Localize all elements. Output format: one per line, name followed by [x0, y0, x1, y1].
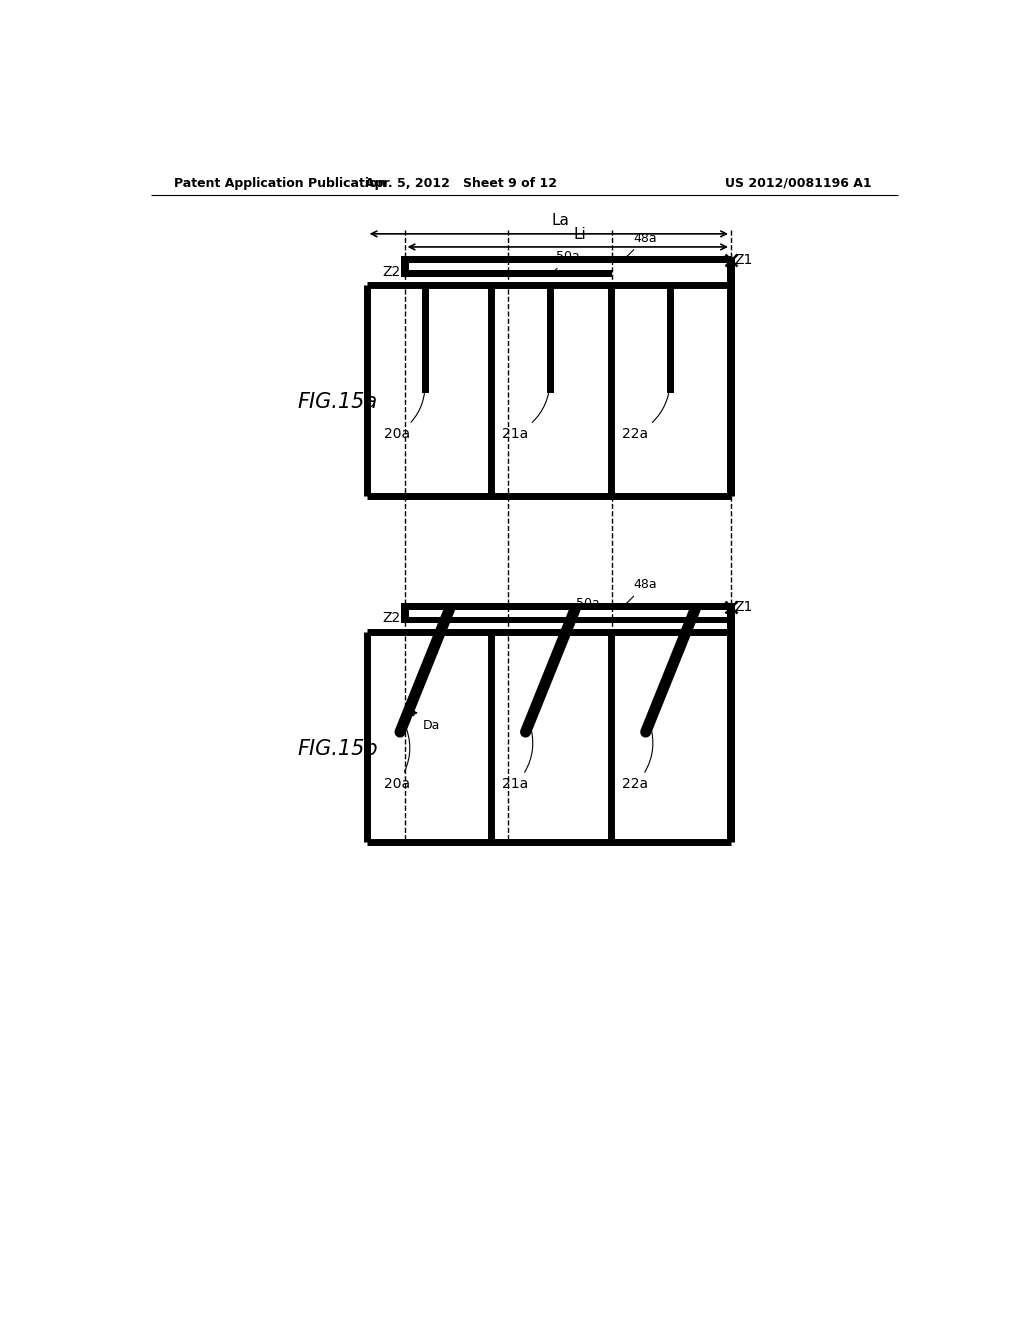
Bar: [404, 616, 731, 623]
Bar: [422, 285, 429, 393]
Text: 21a: 21a: [503, 380, 550, 441]
Text: 22a: 22a: [623, 380, 671, 441]
Text: 50a: 50a: [571, 597, 600, 620]
Text: Z1: Z1: [735, 253, 754, 267]
Text: Z2: Z2: [383, 264, 400, 279]
Bar: [547, 285, 554, 393]
Text: 50a: 50a: [552, 251, 580, 273]
Text: FIG.15a: FIG.15a: [297, 392, 377, 412]
Text: Li: Li: [573, 227, 586, 243]
Text: 21a: 21a: [503, 723, 532, 792]
Text: Da: Da: [423, 719, 440, 733]
Text: 22a: 22a: [623, 723, 653, 792]
Bar: [404, 271, 611, 277]
Text: FIG.15b: FIG.15b: [297, 739, 378, 759]
Text: 48a: 48a: [626, 578, 657, 605]
Text: 20a: 20a: [384, 380, 425, 441]
Text: 48a: 48a: [626, 232, 657, 259]
Bar: [400, 256, 409, 277]
Bar: [727, 257, 735, 496]
Text: US 2012/0081196 A1: US 2012/0081196 A1: [725, 177, 872, 190]
Bar: [400, 603, 409, 623]
Text: Z1: Z1: [735, 599, 754, 614]
Text: Z2: Z2: [383, 611, 400, 626]
Text: Apr. 5, 2012   Sheet 9 of 12: Apr. 5, 2012 Sheet 9 of 12: [366, 177, 557, 190]
Bar: [727, 603, 735, 842]
Bar: [668, 285, 675, 393]
Bar: [404, 256, 731, 263]
Text: 20a: 20a: [384, 723, 410, 792]
Text: La: La: [552, 214, 569, 228]
Bar: [404, 603, 731, 610]
Text: Patent Application Publication: Patent Application Publication: [174, 177, 387, 190]
